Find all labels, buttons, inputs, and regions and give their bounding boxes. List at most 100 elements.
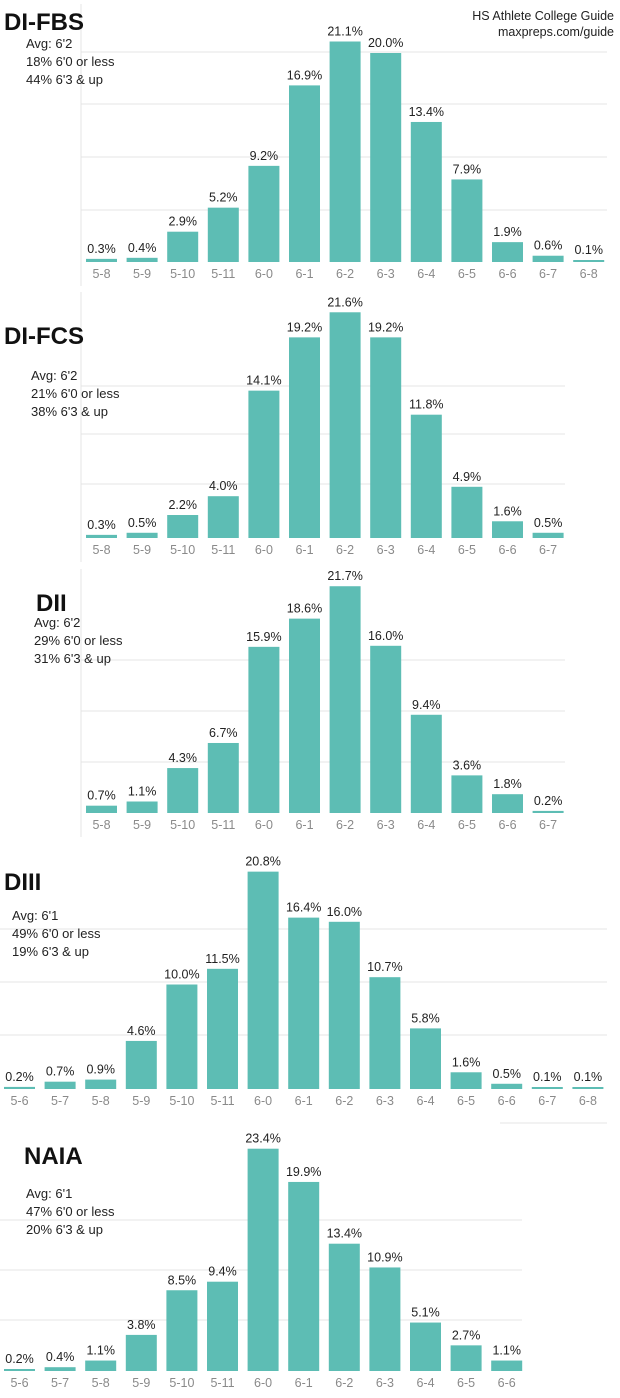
bar xyxy=(247,871,279,1089)
x-tick-label: 6-5 xyxy=(458,818,476,832)
data-label: 0.3% xyxy=(87,518,116,532)
x-tick-label: 5-8 xyxy=(92,543,110,557)
x-tick-label: 6-2 xyxy=(335,1094,353,1108)
x-tick-label: 5-9 xyxy=(133,267,151,281)
data-label: 0.4% xyxy=(128,241,157,255)
bar xyxy=(167,231,199,262)
bar xyxy=(451,775,483,813)
bar xyxy=(451,179,483,262)
data-label: 9.2% xyxy=(250,149,279,163)
x-tick-label: 5-11 xyxy=(211,267,235,281)
source-url: maxpreps.com/guide xyxy=(497,25,614,39)
x-tick-label: 6-6 xyxy=(498,1376,516,1390)
data-label: 5.1% xyxy=(411,1306,440,1320)
data-label: 11.8% xyxy=(409,398,444,412)
data-label: 0.5% xyxy=(492,1067,521,1081)
bar xyxy=(328,1243,360,1371)
chart-title: NAIA xyxy=(24,1143,83,1170)
x-tick-label: 6-8 xyxy=(580,267,598,281)
x-tick-label: 6-7 xyxy=(538,1094,556,1108)
bar xyxy=(370,337,402,538)
chart-title: DI-FCS xyxy=(4,323,84,350)
bar xyxy=(167,515,199,538)
data-label: 23.4% xyxy=(245,1132,280,1146)
chart-subtitle-line: Avg: 6'2 xyxy=(26,36,72,51)
x-tick-label: 6-2 xyxy=(335,1376,353,1390)
data-label: 19.2% xyxy=(287,320,322,334)
x-tick-label: 6-7 xyxy=(539,267,557,281)
data-label: 4.0% xyxy=(209,479,238,493)
source-credit: HS Athlete College Guide maxpreps.com/gu… xyxy=(472,8,614,40)
data-label: 0.7% xyxy=(87,789,116,803)
x-tick-label: 6-3 xyxy=(377,267,395,281)
data-label: 16.0% xyxy=(368,629,403,643)
x-tick-label: 6-5 xyxy=(457,1094,475,1108)
data-label: 15.9% xyxy=(246,630,281,644)
chart-subtitle-line: 29% 6'0 or less xyxy=(34,633,123,648)
data-label: 0.4% xyxy=(46,1350,75,1364)
data-label: 21.7% xyxy=(327,569,362,583)
chart-di-fcs: DI-FCS Avg: 6'2 21% 6'0 or less 38% 6'3 & u… xyxy=(4,292,565,562)
bar xyxy=(531,1087,563,1089)
x-tick-label: 5-8 xyxy=(92,1094,110,1108)
data-label: 14.1% xyxy=(246,374,281,388)
data-label: 0.9% xyxy=(86,1063,115,1077)
data-label: 4.3% xyxy=(168,751,197,765)
x-tick-label: 6-1 xyxy=(295,543,313,557)
x-tick-label: 6-6 xyxy=(498,267,516,281)
bar xyxy=(289,337,320,538)
data-label: 6.7% xyxy=(209,726,238,740)
x-tick-label: 5-9 xyxy=(133,543,151,557)
bar xyxy=(410,1028,441,1089)
chart-naia: NAIA Avg: 6'1 47% 6'0 or less 20% 6'3 & up 0… xyxy=(0,1132,523,1390)
data-label: 13.4% xyxy=(327,1227,362,1241)
x-tick-label: 5-10 xyxy=(170,543,195,557)
data-label: 19.9% xyxy=(286,1165,321,1179)
bar xyxy=(572,1087,604,1089)
data-label: 16.9% xyxy=(287,68,322,82)
bar xyxy=(289,618,320,813)
x-tick-label: 6-4 xyxy=(417,267,435,281)
x-tick-label: 6-0 xyxy=(254,1094,272,1108)
x-tick-label: 5-6 xyxy=(10,1376,28,1390)
bar xyxy=(85,1079,117,1089)
data-label: 0.7% xyxy=(46,1065,75,1079)
data-label: 0.2% xyxy=(5,1070,34,1084)
x-tick-label: 5-9 xyxy=(133,818,151,832)
bar xyxy=(289,85,320,263)
bar xyxy=(492,242,523,262)
data-label: 2.2% xyxy=(168,498,197,512)
bar xyxy=(450,1345,482,1371)
data-label: 11.5% xyxy=(205,952,240,966)
x-tick-label: 6-3 xyxy=(376,1376,394,1390)
chart-subtitle-line: 18% 6'0 or less xyxy=(26,54,115,69)
data-label: 0.5% xyxy=(128,516,157,530)
bar xyxy=(369,1267,401,1371)
data-label: 10.7% xyxy=(367,960,402,974)
bar xyxy=(4,1369,35,1371)
data-label: 0.1% xyxy=(574,1070,603,1084)
x-tick-label: 5-7 xyxy=(51,1094,69,1108)
data-label: 1.6% xyxy=(452,1055,481,1069)
chart-title: DI-FBS xyxy=(4,9,84,36)
data-label: 13.4% xyxy=(409,105,444,119)
bar xyxy=(248,165,280,262)
x-tick-label: 6-5 xyxy=(458,267,476,281)
x-tick-label: 6-2 xyxy=(336,543,354,557)
x-tick-label: 6-4 xyxy=(416,1376,434,1390)
data-label: 19.2% xyxy=(368,320,403,334)
x-tick-label: 5-10 xyxy=(169,1094,194,1108)
chart-subtitle-line: 49% 6'0 or less xyxy=(12,926,101,941)
x-tick-label: 5-6 xyxy=(10,1094,28,1108)
x-tick-label: 5-8 xyxy=(92,1376,110,1390)
x-tick-label: 6-4 xyxy=(416,1094,434,1108)
chart-subtitle-line: 19% 6'3 & up xyxy=(12,944,89,959)
bar xyxy=(125,1334,157,1371)
x-tick-label: 5-8 xyxy=(92,267,110,281)
data-label: 18.6% xyxy=(287,602,322,616)
data-label: 20.0% xyxy=(368,36,403,50)
bar xyxy=(492,794,523,813)
bar xyxy=(207,1281,238,1371)
